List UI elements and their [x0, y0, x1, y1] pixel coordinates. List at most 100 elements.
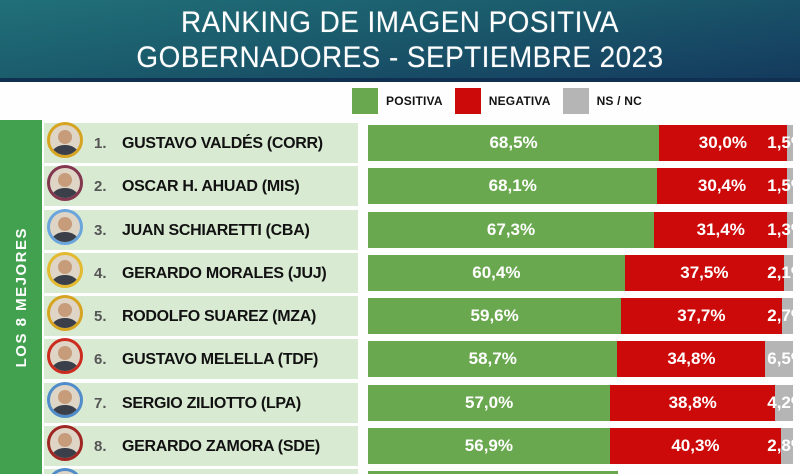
positiva-value: 59,6% [470, 306, 519, 326]
bar-track: 57,0% 38,8% 4,2% [368, 384, 800, 421]
negativa-value: 31,4% [696, 219, 745, 239]
positiva-segment [368, 471, 618, 474]
avatar-head-icon [58, 130, 72, 144]
avatar-bust-icon [52, 448, 78, 459]
avatar-head-icon [58, 216, 72, 231]
negativa-segment: 31,4% [654, 211, 788, 248]
legend-item-nsnc: NS / NC [562, 88, 642, 114]
governor-panel: 1. GUSTAVO VALDÉS (CORR) [44, 122, 358, 163]
nsnc-value: 2,7% [767, 306, 800, 326]
positiva-segment: 60,4% [368, 254, 625, 291]
legend-label: POSITIVA [386, 94, 443, 108]
avatar-head-icon [58, 433, 72, 448]
rank-label: 5. [94, 308, 107, 326]
negativa-value: 34,8% [667, 349, 716, 369]
governor-avatar [47, 468, 83, 474]
legend-item-positiva: POSITIVA [352, 88, 443, 114]
governor-panel: 4. GERARDO MORALES (JUJ) [44, 251, 358, 293]
nsnc-value: 6,5% [767, 349, 800, 369]
positiva-value: 58,7% [468, 349, 517, 369]
rank-label: 3. [94, 221, 107, 239]
governor-avatar [47, 122, 83, 158]
negativa-segment: 30,0% [659, 125, 787, 161]
bar-track: 56,9% 40,3% 2,8% [368, 428, 800, 465]
negativa-segment: 40,3% [609, 428, 782, 465]
governor-panel: 8. GERARDO ZAMORA (SDE) [44, 425, 358, 467]
positiva-value: 60,4% [472, 262, 521, 282]
governor-name: GUSTAVO VALDÉS (CORR) [122, 135, 323, 152]
governor-panel: 3. JUAN SCHIARETTI (CBA) [44, 208, 358, 250]
governor-avatar [47, 295, 83, 332]
nsnc-value: 1,5% [767, 176, 800, 196]
positiva-value: 68,5% [489, 133, 538, 152]
avatar-head-icon [58, 346, 72, 361]
bar-track: 59,6% 37,7% 2,7% [368, 298, 800, 335]
governor-row: 5. RODOLFO SUAREZ (MZA) 59,6% 37,7% 2,7% [44, 295, 800, 338]
governor-row: 8. GERARDO ZAMORA (SDE) 56,9% 40,3% 2,8% [44, 425, 800, 468]
negativa-segment: 30,4% [657, 168, 787, 205]
bar-track: 67,3% 31,4% 1,3% [368, 211, 800, 248]
legend: POSITIVA NEGATIVA NS / NC [352, 88, 654, 114]
legend-label: NEGATIVA [488, 94, 551, 108]
nsnc-segment [781, 428, 793, 465]
negativa-value: 37,5% [680, 262, 729, 282]
partial-next-row [44, 468, 800, 474]
nsnc-segment [781, 298, 793, 335]
governor-row: 4. GERARDO MORALES (JUJ) 60,4% 37,5% 2,1… [44, 251, 800, 295]
nsnc-segment [787, 211, 793, 248]
governor-panel: 2. OSCAR H. AHUAD (MIS) [44, 165, 358, 207]
header-banner: RANKING DE IMAGEN POSITIVA GOBERNADORES … [0, 0, 800, 82]
avatar-head-icon [58, 303, 72, 318]
bar-track: 68,1% 30,4% 1,5% [368, 168, 800, 205]
governor-name: GERARDO MORALES (JUJ) [122, 264, 327, 282]
sidebar-label: LOS 8 MEJORES [12, 226, 30, 368]
governor-row: 3. JUAN SCHIARETTI (CBA) 67,3% 31,4% 1,3… [44, 208, 800, 252]
positiva-swatch-icon [352, 88, 378, 114]
rank-label: 2. [94, 178, 107, 196]
bar-track: 68,5% 30,0% 1,5% [368, 125, 800, 161]
negativa-value: 37,7% [677, 306, 726, 326]
avatar-bust-icon [52, 145, 78, 155]
positiva-segment: 68,5% [368, 125, 660, 161]
nsnc-segment [786, 168, 793, 205]
nsnc-segment [775, 384, 793, 421]
governor-row: 7. SERGIO ZILIOTTO (LPA) 57,0% 38,8% 4,2… [44, 381, 800, 425]
nsnc-segment [784, 254, 793, 291]
rank-label: 8. [94, 438, 107, 456]
positiva-value: 68,1% [488, 176, 537, 196]
nsnc-swatch-icon [562, 88, 589, 114]
page-title-line1: RANKING DE IMAGEN POSITIVA [181, 6, 619, 39]
negativa-value: 30,0% [698, 133, 747, 152]
avatar-bust-icon [52, 361, 78, 372]
governor-name: OSCAR H. AHUAD (MIS) [122, 178, 300, 196]
negativa-segment: 34,8% [617, 341, 766, 378]
governor-avatar [47, 165, 83, 202]
negativa-value: 40,3% [671, 436, 720, 456]
positiva-segment: 58,7% [368, 341, 618, 378]
bar-track: 58,7% 34,8% 6,5% [368, 341, 800, 378]
negativa-segment: 38,8% [610, 384, 776, 421]
nsnc-value: 4,2% [767, 392, 800, 412]
governor-avatar [47, 381, 83, 418]
nsnc-segment [786, 125, 793, 161]
nsnc-value: 1,3% [767, 219, 800, 239]
governor-row: 2. OSCAR H. AHUAD (MIS) 68,1% 30,4% 1,5% [44, 165, 800, 208]
negativa-swatch-icon [454, 88, 481, 114]
nsnc-value: 2,1% [767, 262, 800, 282]
positiva-segment: 67,3% [368, 211, 655, 248]
avatar-bust-icon [52, 231, 78, 242]
nsnc-value: 2,8% [767, 436, 800, 456]
governor-name: GERARDO ZAMORA (SDE) [122, 438, 320, 456]
negativa-value: 38,8% [668, 392, 717, 412]
rank-label: 4. [94, 264, 107, 282]
positiva-value: 57,0% [465, 392, 514, 412]
governor-panel: 7. SERGIO ZILIOTTO (LPA) [44, 381, 358, 423]
legend-label: NS / NC [596, 94, 642, 108]
nsnc-value: 1,5% [767, 133, 800, 152]
avatar-bust-icon [52, 188, 78, 199]
governor-panel [44, 468, 358, 474]
rank-label: 1. [94, 135, 107, 152]
avatar-bust-icon [52, 274, 78, 285]
governor-avatar [47, 208, 83, 245]
negativa-value: 30,4% [697, 176, 747, 196]
